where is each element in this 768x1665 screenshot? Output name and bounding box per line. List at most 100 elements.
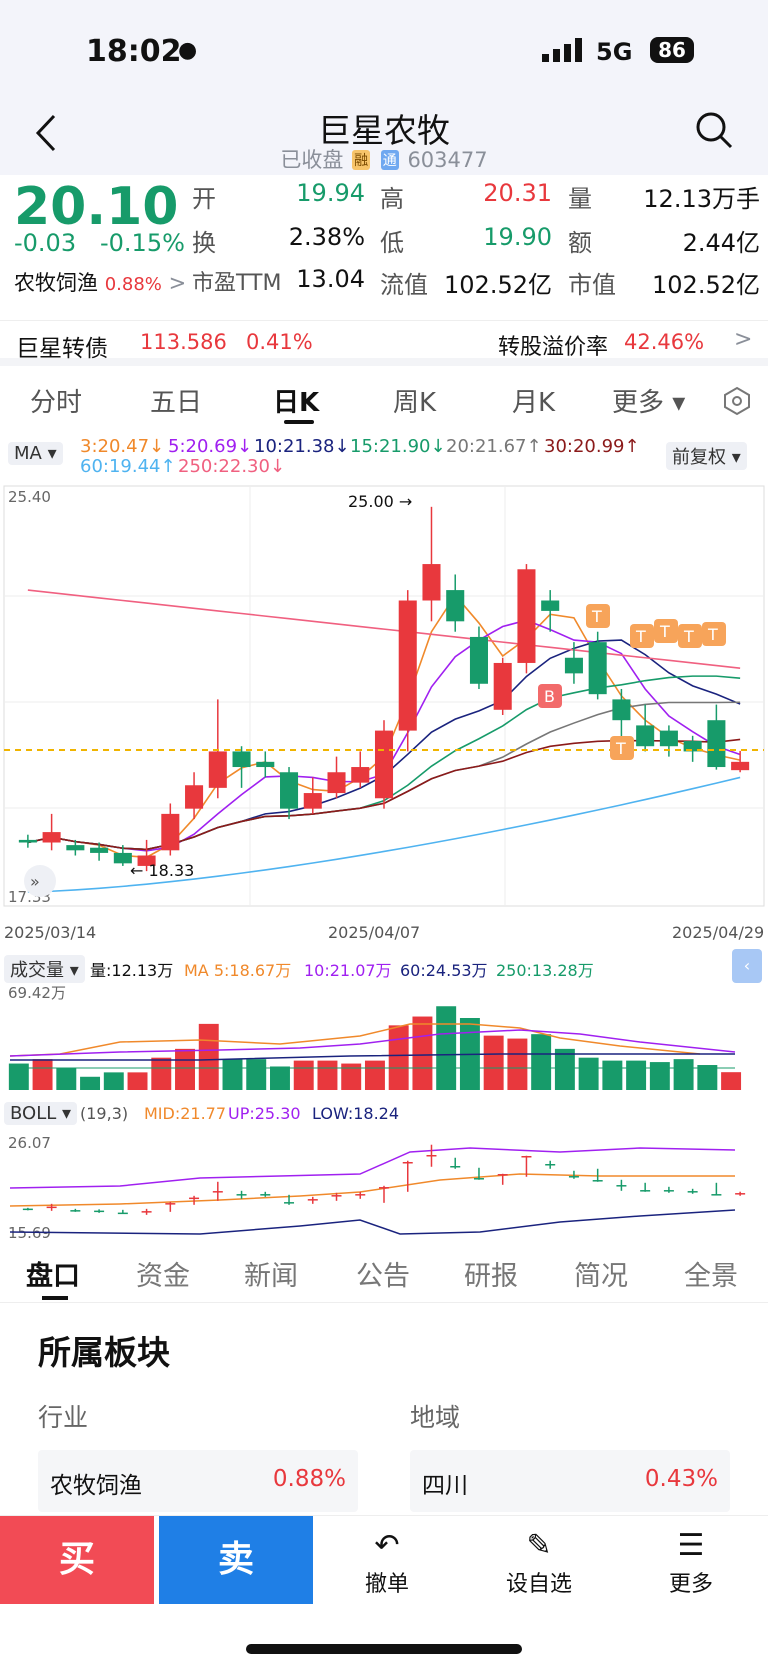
boll-selector[interactable]: BOLL ▾	[4, 1102, 78, 1125]
candle-body	[731, 761, 750, 771]
stock-name: 巨星农牧	[318, 111, 450, 150]
volume-bar	[483, 1035, 504, 1090]
tab-weekly-k[interactable]: 周K	[393, 388, 437, 418]
pe-value: 13.04	[296, 265, 365, 293]
sell-button[interactable]: 卖	[159, 1516, 313, 1604]
person-icon: ●	[178, 38, 198, 63]
volume-bar	[531, 1034, 552, 1090]
float-cap-value: 102.52亿	[444, 271, 552, 299]
candle-body	[564, 657, 583, 674]
volume-chart[interactable]: 69.42万	[0, 984, 768, 1092]
volume-bar	[649, 1062, 670, 1090]
tab-intraday[interactable]: 分时	[30, 388, 83, 418]
industry-card[interactable]: 农牧饲渔 0.88%	[38, 1450, 358, 1512]
y-max-label: 25.40	[8, 488, 51, 506]
back-icon[interactable]	[34, 114, 58, 152]
volume-bar	[293, 1060, 314, 1090]
high-label: 高	[380, 185, 404, 213]
volume-selector[interactable]: 成交量 ▾	[4, 955, 85, 983]
search-icon[interactable]	[694, 110, 734, 150]
candle-body	[588, 642, 607, 695]
volume-bar	[151, 1057, 172, 1090]
turnover-value: 2.38%	[288, 223, 365, 251]
date-mid: 2025/04/07	[328, 923, 420, 942]
candle-body	[636, 725, 655, 747]
boll-ymax-label: 26.07	[8, 1134, 51, 1152]
boll-low: LOW:18.24	[312, 1104, 400, 1123]
kline-chart[interactable]: 25.40 17.33 25.00 → ← 18.33 B T T T T T …	[0, 484, 768, 944]
sector-link[interactable]: 农牧饲渔 0.88% >	[14, 267, 186, 297]
tab-more[interactable]: 更多 ▾	[612, 388, 686, 418]
boll-low-line	[9, 1209, 736, 1235]
volume-bar	[554, 1048, 575, 1090]
tab-daily-k[interactable]: 日K	[273, 388, 320, 418]
collapse-panel-button[interactable]: ‹	[732, 949, 762, 983]
boll-mid-line	[9, 1173, 735, 1207]
cb-price: 113.586	[140, 330, 227, 354]
cancel-order-button[interactable]: ↶ 撤单	[332, 1526, 442, 1598]
ma20-value: 20:21.67↑	[446, 436, 542, 457]
boll-chart[interactable]: 26.07 15.69	[0, 1130, 768, 1240]
convertible-bond-row[interactable]: 巨星转债 113.586 0.41% 转股溢价率 42.46% >	[0, 320, 768, 366]
volume-bar	[388, 1025, 409, 1090]
boll-up: UP:25.30	[228, 1104, 301, 1123]
tab-monthly-k[interactable]: 月K	[512, 388, 556, 418]
open-label: 开	[192, 185, 216, 213]
industry-label: 行业	[38, 1403, 89, 1432]
settings-icon[interactable]	[722, 386, 752, 416]
tab-five-day[interactable]: 五日	[150, 388, 203, 418]
candle-body	[185, 785, 204, 809]
volume-bar	[721, 1072, 742, 1090]
buy-marker-label: B	[544, 687, 555, 706]
candle-body	[398, 600, 417, 731]
vol-ma60: 60:24.53万	[400, 961, 488, 980]
candle-body	[612, 699, 631, 721]
tab-funds[interactable]: 资金	[136, 1261, 190, 1292]
market-cap-value: 102.52亿	[652, 271, 760, 299]
edit-icon: ✎	[526, 1528, 552, 1563]
add-watchlist-button[interactable]: ✎ 设自选	[484, 1526, 594, 1598]
stock-code: 603477	[407, 148, 488, 172]
volume-label: 量	[568, 185, 592, 213]
region-pct: 0.43%	[644, 1466, 718, 1492]
adjust-selector[interactable]: 前复权 ▾	[666, 442, 747, 470]
undo-icon: ↶	[374, 1528, 400, 1563]
status-bar: 18:02 ● 5G 86	[0, 0, 768, 100]
bottom-action-bar: 买 卖 ↶ 撤单 ✎ 设自选 ☰ 更多	[0, 1515, 768, 1665]
price-change-pct: -0.15%	[100, 229, 185, 257]
clock: 18:02	[86, 34, 182, 69]
tab-overview[interactable]: 全景	[684, 1261, 738, 1292]
tab-profile[interactable]: 简况	[574, 1261, 628, 1292]
amount-value: 2.44亿	[682, 229, 760, 257]
volume-bar	[32, 1059, 53, 1090]
pe-label: 市盈TTM	[192, 271, 282, 296]
date-end: 2025/04/29	[672, 923, 764, 942]
expand-icon[interactable]	[24, 865, 56, 897]
buy-button[interactable]: 买	[0, 1516, 154, 1604]
indicator-selector[interactable]: MA ▾	[8, 442, 63, 465]
more-button[interactable]: ☰ 更多	[636, 1526, 746, 1598]
connect-tag: 通	[380, 150, 399, 170]
stock-subtitle: 已收盘 融 通 603477	[0, 144, 768, 174]
candle-body	[541, 600, 560, 611]
market-cap-label: 市值	[568, 271, 616, 299]
tab-news[interactable]: 新闻	[244, 1261, 298, 1292]
active-tab-indicator	[284, 420, 314, 424]
t-marker-label: T	[591, 607, 602, 626]
volume-bar	[412, 1016, 433, 1090]
ma60-value: 60:19.44↑	[80, 456, 176, 477]
ma60-line	[27, 776, 741, 893]
candle-body	[422, 564, 441, 601]
tab-research[interactable]: 研报	[464, 1261, 518, 1292]
period-tabs: 分时 五日 日K 周K 月K 更多 ▾	[0, 372, 768, 428]
candle-body	[351, 767, 370, 783]
volume-bar	[127, 1072, 148, 1090]
volume-bar	[8, 1063, 29, 1090]
boll-mid: MID:21.77	[144, 1104, 227, 1123]
tab-order-book[interactable]: 盘口	[26, 1261, 80, 1292]
region-card[interactable]: 四川 0.43%	[410, 1450, 730, 1512]
ma250-line	[27, 589, 741, 669]
candle-body	[256, 761, 275, 768]
tab-announcements[interactable]: 公告	[356, 1261, 410, 1292]
candle-body	[303, 793, 322, 809]
